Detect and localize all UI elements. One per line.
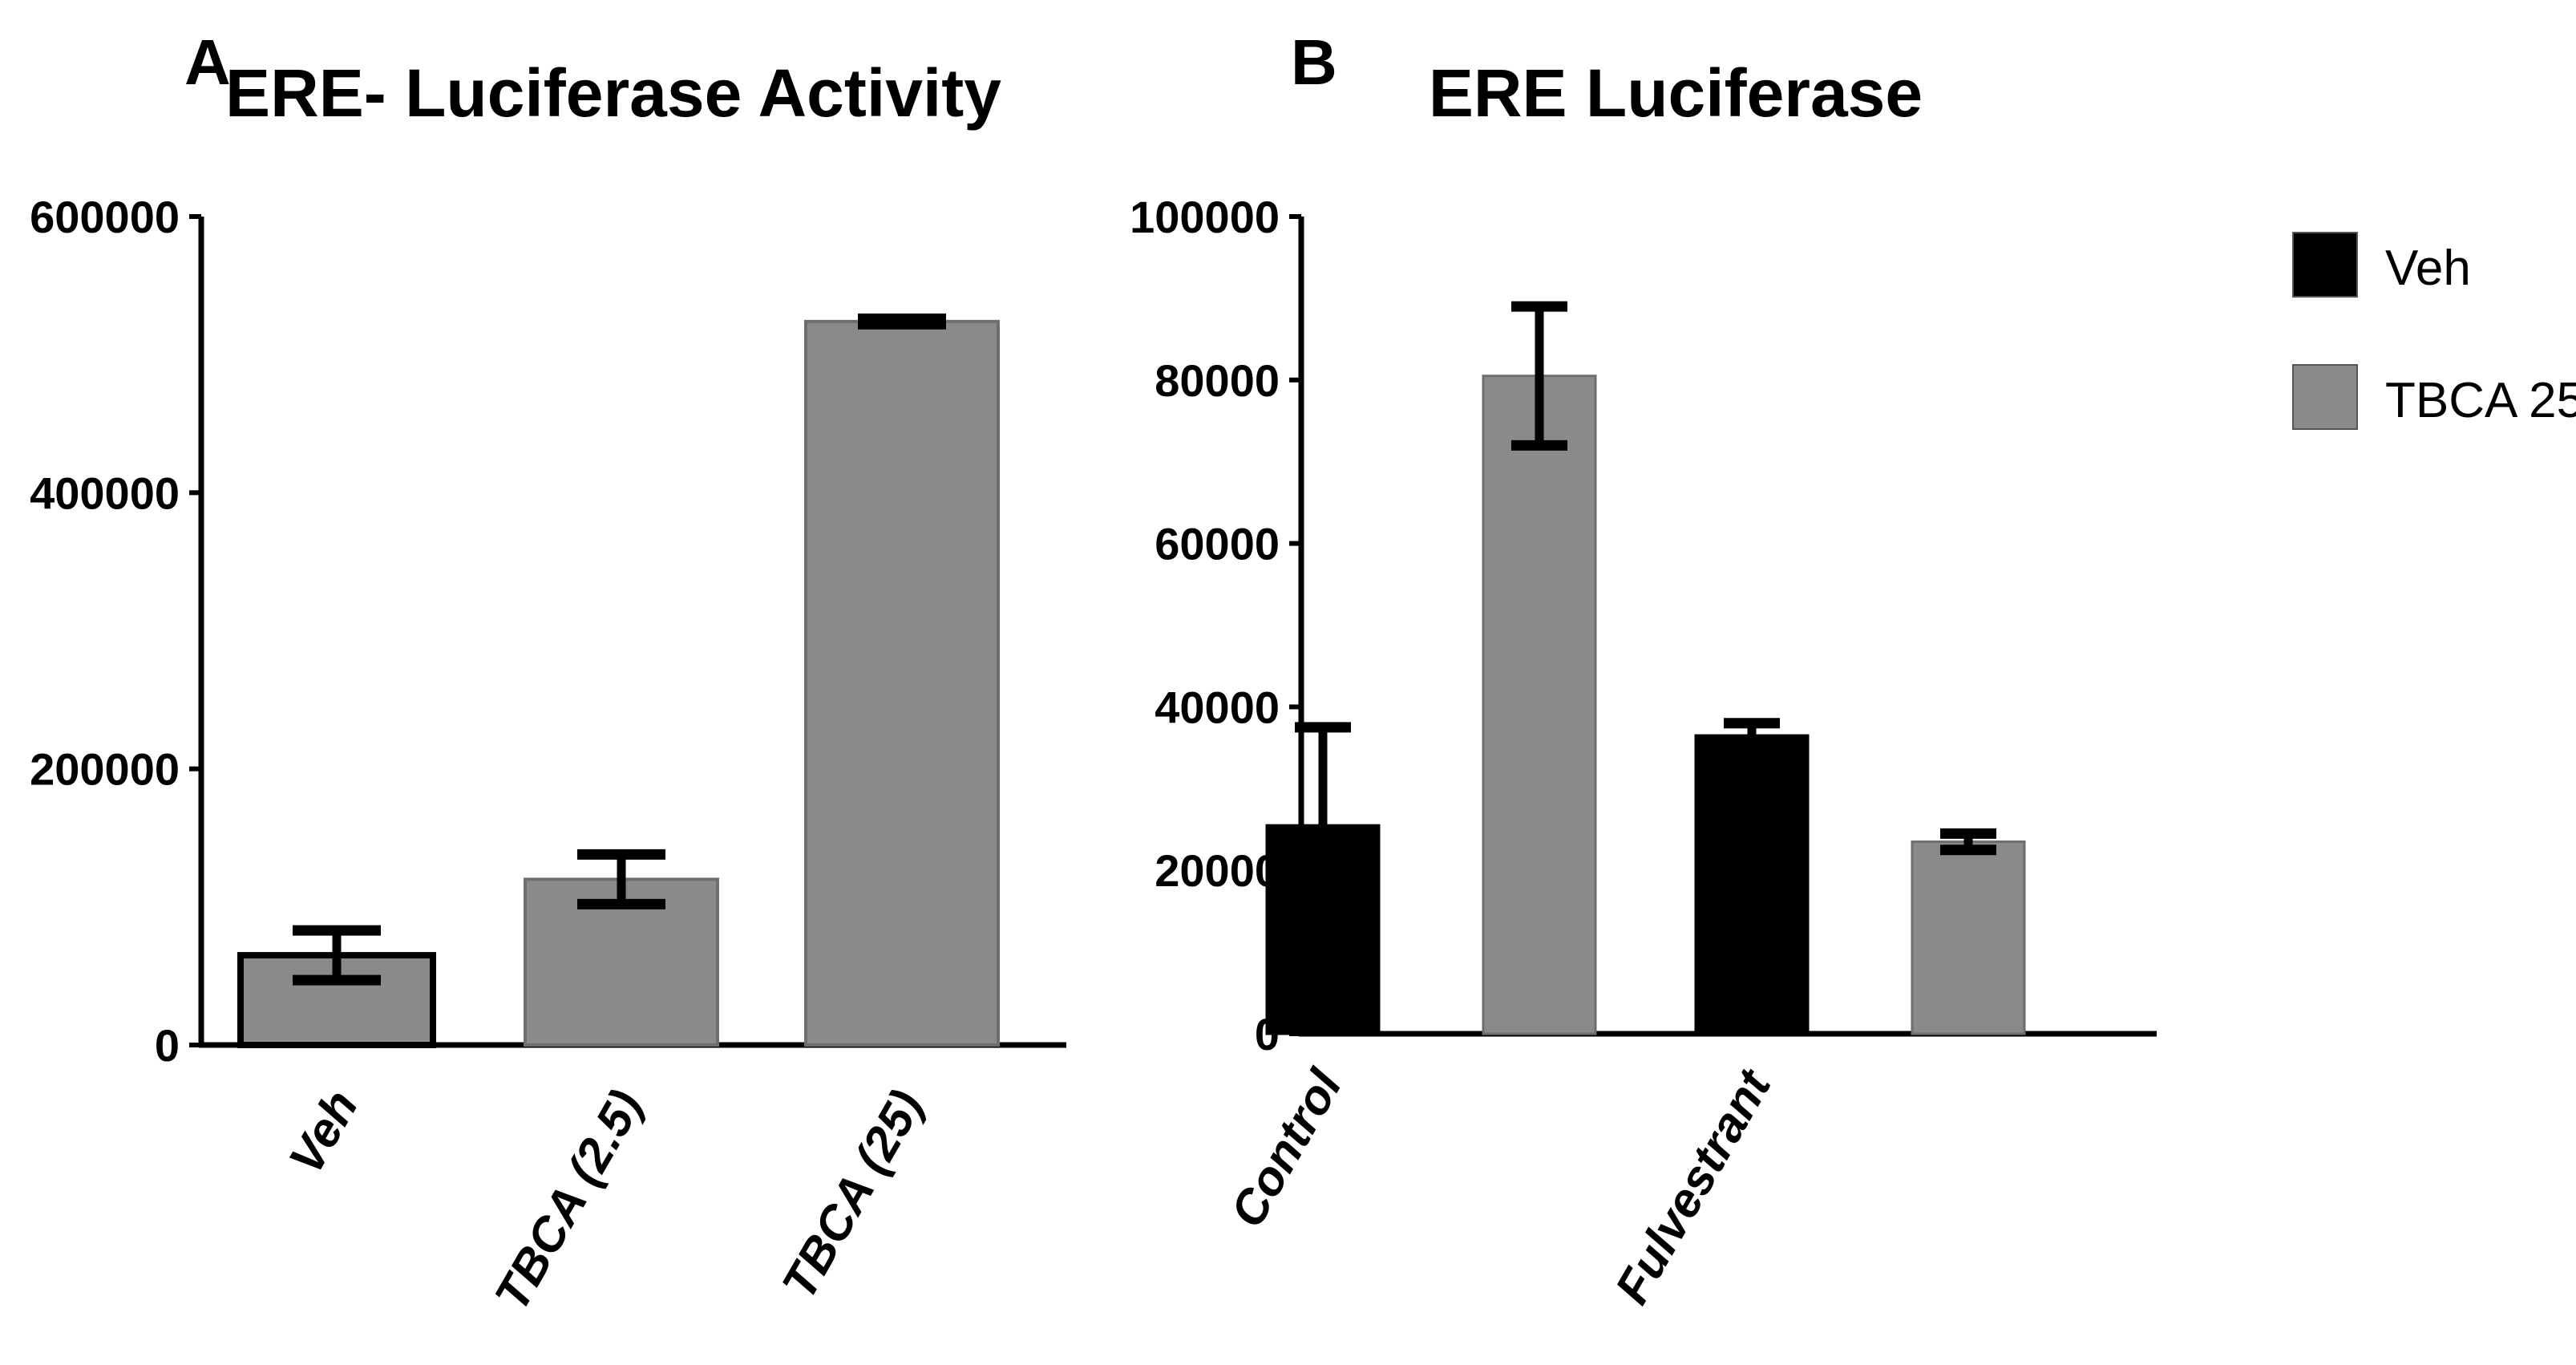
panel-b-bars <box>1265 375 2026 1035</box>
panel-b-y-tick-label: 20000 <box>1155 845 1280 896</box>
panel-b: B ERE Luciferase 02000040000600008000010… <box>1130 26 2576 1313</box>
panel-a-bars <box>237 319 1000 1049</box>
panel-a: A ERE- Luciferase Activity 0 200000 400000… <box>30 26 1066 1319</box>
panel-b-legend-swatch <box>2292 232 2358 298</box>
panel-b-error-bars <box>1295 301 1996 929</box>
panel-a-bar <box>804 319 1000 1047</box>
panel-b-category-label: Fulvestrant <box>1605 1059 1782 1312</box>
panel-a-category-labels: Veh TBCA (2.5) TBCA (25) <box>278 1081 933 1319</box>
panel-a-category-label: TBCA (25) <box>771 1081 933 1308</box>
panel-b-label: B <box>1291 26 1337 98</box>
panel-b-legend-label: Veh <box>2385 241 2471 296</box>
panel-b-title: ERE Luciferase <box>1429 55 1923 131</box>
panel-a-title: ERE- Luciferase Activity <box>225 55 1001 131</box>
panel-a-y-tick-label: 0 <box>155 1020 180 1071</box>
panel-a-category-label: Veh <box>278 1081 368 1183</box>
panel-b-legend-swatch <box>2292 364 2358 430</box>
panel-b-legend: Veh TBCA 25 <box>2292 232 2576 430</box>
panel-b-y-ticks: 020000400006000080000100000 <box>1130 192 1301 1059</box>
panel-a-y-ticks: 0 200000 400000 600000 <box>30 192 201 1071</box>
panel-b-category-label: Control <box>1220 1060 1353 1236</box>
panel-b-category-labels: Control Fulvestrant <box>1220 1059 1782 1312</box>
panel-a-y-tick-label: 200000 <box>30 744 180 795</box>
panel-b-bar <box>1694 734 1810 1035</box>
panel-b-bar <box>1482 375 1597 1035</box>
panel-a-category-label: TBCA (2.5) <box>484 1081 653 1319</box>
panel-b-y-tick-label: 100000 <box>1130 192 1280 242</box>
panel-b-y-tick-label: 80000 <box>1155 355 1280 406</box>
panel-a-error-bars <box>293 313 946 986</box>
panel-b-y-tick-label: 60000 <box>1155 519 1280 569</box>
panel-a-y-tick-label: 400000 <box>30 468 180 518</box>
panel-b-bar <box>1911 840 2026 1035</box>
panel-a-y-tick-label: 600000 <box>30 192 180 242</box>
panel-b-legend-label: TBCA 25 <box>2385 373 2576 428</box>
panel-b-y-tick-label: 40000 <box>1155 682 1280 732</box>
panel-a-label: A <box>184 26 231 98</box>
